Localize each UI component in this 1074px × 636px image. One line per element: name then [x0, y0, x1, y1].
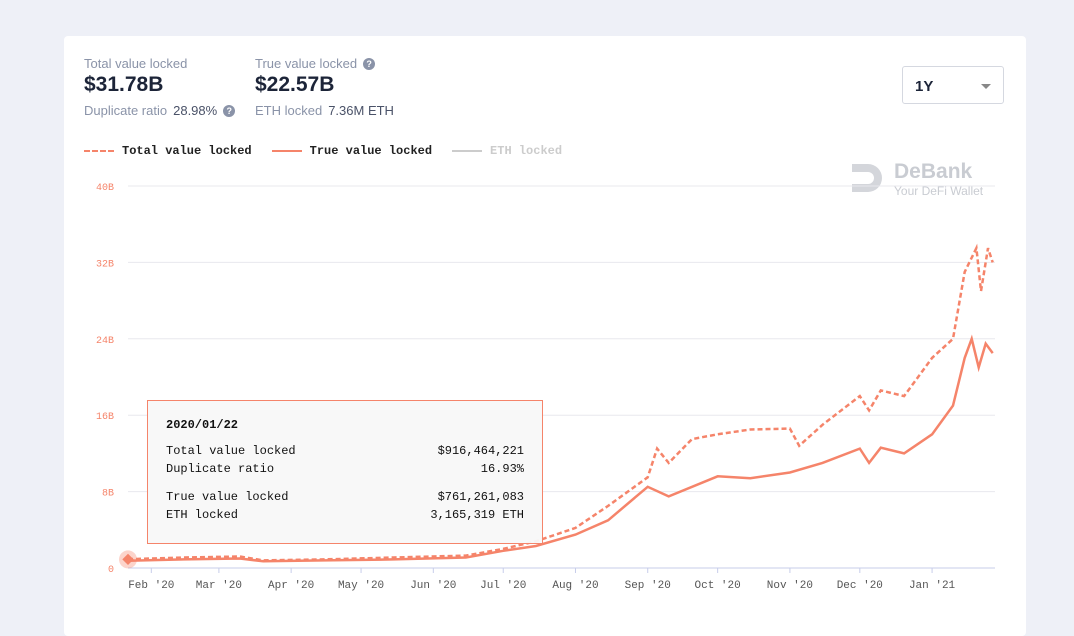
tooltip: 2020/01/22 Total value locked $916,464,22…: [147, 400, 543, 544]
y-tick-label: 16B: [96, 412, 114, 423]
tooltip-row: True value locked $761,261,083: [166, 490, 524, 508]
x-tick-label: Mar '20: [196, 580, 242, 592]
tooltip-label: Duplicate ratio: [166, 462, 274, 480]
tooltip-row: Duplicate ratio 16.93%: [166, 462, 524, 480]
tooltip-value: $916,464,221: [438, 444, 524, 462]
tooltip-value: 16.93%: [481, 462, 524, 480]
y-tick-label: 0: [108, 565, 114, 576]
y-tick-label: 32B: [96, 259, 114, 270]
x-tick-label: Oct '20: [695, 580, 741, 592]
tooltip-row: ETH locked 3,165,319 ETH: [166, 508, 524, 526]
x-tick-label: Aug '20: [552, 580, 598, 592]
tooltip-label: True value locked: [166, 490, 288, 508]
x-tick-label: Jan '21: [909, 580, 956, 592]
x-tick-label: Jun '20: [410, 580, 456, 592]
x-tick-label: Feb '20: [128, 580, 174, 592]
x-tick-label: Nov '20: [767, 580, 813, 592]
x-tick-label: May '20: [338, 580, 384, 592]
tooltip-label: ETH locked: [166, 508, 238, 526]
x-tick-label: Sep '20: [625, 580, 671, 592]
y-tick-label: 40B: [96, 183, 114, 194]
tooltip-label: Total value locked: [166, 444, 296, 462]
y-tick-label: 8B: [102, 489, 114, 500]
tooltip-value: $761,261,083: [438, 490, 524, 508]
y-tick-label: 24B: [96, 336, 114, 347]
tooltip-date: 2020/01/22: [166, 418, 524, 432]
tooltip-row: Total value locked $916,464,221: [166, 444, 524, 462]
x-tick-label: Apr '20: [268, 580, 314, 592]
x-tick-label: Dec '20: [837, 580, 883, 592]
x-tick-label: Jul '20: [480, 580, 526, 592]
tooltip-value: 3,165,319 ETH: [430, 508, 524, 526]
